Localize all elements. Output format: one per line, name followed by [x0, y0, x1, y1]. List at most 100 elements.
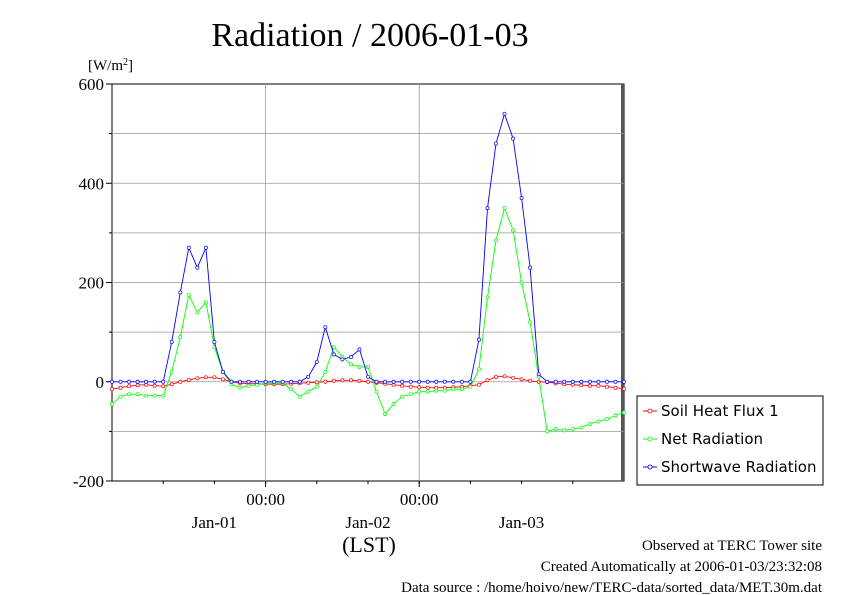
data-point — [519, 196, 524, 201]
data-point — [246, 379, 251, 384]
data-point — [306, 389, 311, 394]
data-point — [127, 384, 132, 389]
data-point — [494, 238, 498, 243]
data-point — [494, 141, 498, 146]
data-point — [587, 421, 592, 426]
data-point — [622, 410, 626, 415]
x-tick-label: Jan-03 — [499, 513, 544, 532]
data-point — [451, 379, 456, 384]
data-point — [340, 357, 345, 362]
data-point — [238, 385, 242, 390]
data-point — [306, 380, 311, 385]
data-point — [178, 290, 183, 295]
data-point — [545, 379, 550, 384]
data-point — [553, 379, 558, 384]
data-point — [613, 385, 618, 390]
data-point — [485, 295, 490, 300]
data-point — [494, 374, 498, 379]
data-point — [562, 428, 567, 433]
data-point — [110, 402, 114, 407]
data-point — [434, 379, 439, 384]
chart-title: Radiation / 2006-01-03 — [211, 17, 528, 54]
data-point — [425, 385, 430, 390]
legend-swatch-marker — [647, 436, 653, 442]
data-point — [118, 385, 123, 390]
data-point — [502, 111, 507, 116]
data-point — [203, 300, 208, 305]
data-point — [314, 359, 319, 364]
data-point — [417, 389, 422, 394]
data-point — [596, 383, 601, 388]
data-point — [511, 136, 516, 141]
data-point — [203, 375, 208, 380]
data-point — [212, 375, 217, 380]
legend-label: Soil Heat Flux 1 — [661, 402, 779, 420]
series-shortwave-radiation — [110, 111, 626, 384]
data-point — [186, 292, 191, 297]
data-point — [519, 280, 524, 285]
data-point — [366, 374, 370, 379]
data-point — [511, 228, 516, 233]
data-point — [110, 387, 114, 392]
data-point — [391, 402, 396, 407]
legend-swatch-marker — [647, 408, 653, 414]
data-point — [144, 393, 149, 398]
data-point — [459, 387, 464, 392]
data-point — [425, 389, 430, 394]
data-point — [528, 320, 533, 325]
data-point — [348, 378, 353, 383]
data-point — [357, 364, 362, 369]
data-point — [314, 384, 319, 389]
data-point — [272, 379, 277, 384]
legend-label: Shortwave Radiation — [661, 458, 817, 476]
footer-observed: Observed at TERC Tower site — [642, 538, 822, 554]
data-point — [152, 379, 157, 384]
data-point — [118, 379, 123, 384]
data-point — [152, 383, 157, 388]
data-point — [468, 384, 473, 389]
data-point — [502, 374, 507, 379]
y-tick-label: 600 — [79, 75, 105, 94]
data-point — [169, 369, 174, 374]
x-axis-label: (LST) — [342, 532, 396, 557]
unit-bracket: ] — [128, 58, 133, 74]
data-point — [579, 383, 584, 388]
data-point — [579, 379, 584, 384]
data-point — [366, 379, 370, 384]
data-point — [400, 379, 405, 384]
data-point — [331, 345, 336, 349]
data-point — [195, 265, 200, 270]
y-tick-label: 400 — [79, 174, 105, 193]
data-point — [604, 384, 609, 389]
data-point — [408, 392, 413, 397]
data-point — [570, 426, 575, 431]
data-point — [297, 394, 302, 399]
data-point — [152, 393, 157, 398]
data-point — [485, 206, 490, 211]
data-point — [195, 310, 200, 315]
data-point — [383, 412, 388, 416]
data-point — [297, 379, 302, 384]
data-point — [417, 379, 422, 384]
data-point — [451, 387, 456, 392]
data-point — [596, 379, 601, 384]
data-point — [468, 379, 473, 384]
data-point — [528, 378, 533, 383]
data-point — [400, 394, 405, 399]
data-point — [553, 426, 558, 431]
data-point — [511, 375, 516, 380]
data-point — [442, 379, 447, 384]
data-point — [536, 372, 541, 377]
data-point — [289, 379, 294, 384]
legend-swatch-marker — [647, 464, 653, 470]
y-tick-label: -200 — [73, 472, 104, 491]
data-point — [169, 382, 174, 387]
data-point — [604, 417, 609, 421]
y-axis-unit-label: [W/m2] — [88, 57, 133, 75]
data-point — [212, 340, 217, 344]
data-point — [622, 386, 626, 391]
data-point — [229, 379, 234, 384]
data-point — [587, 379, 592, 384]
data-point — [622, 379, 626, 384]
